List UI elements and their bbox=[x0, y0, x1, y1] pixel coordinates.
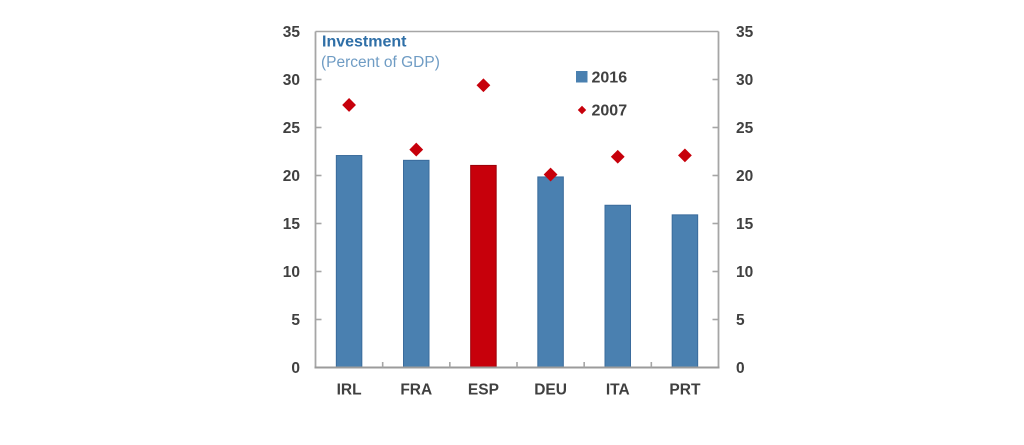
svg-text:10: 10 bbox=[736, 264, 753, 281]
svg-text:30: 30 bbox=[736, 72, 753, 89]
svg-text:35: 35 bbox=[283, 24, 301, 41]
svg-text:2007: 2007 bbox=[592, 103, 628, 120]
svg-text:30: 30 bbox=[283, 72, 300, 89]
svg-text:20: 20 bbox=[736, 168, 753, 185]
svg-text:5: 5 bbox=[291, 312, 300, 329]
svg-text:PRT: PRT bbox=[669, 382, 701, 399]
svg-text:IRL: IRL bbox=[337, 382, 362, 399]
svg-text:15: 15 bbox=[736, 216, 754, 233]
svg-text:25: 25 bbox=[736, 120, 754, 137]
svg-text:35: 35 bbox=[736, 24, 754, 41]
svg-text:ESP: ESP bbox=[468, 382, 499, 399]
svg-text:15: 15 bbox=[283, 216, 301, 233]
svg-text:(Percent of GDP): (Percent of GDP) bbox=[321, 54, 440, 71]
svg-text:0: 0 bbox=[291, 360, 300, 377]
svg-text:DEU: DEU bbox=[534, 382, 567, 399]
svg-text:ITA: ITA bbox=[606, 382, 630, 399]
svg-text:5: 5 bbox=[736, 312, 745, 329]
svg-text:2016: 2016 bbox=[592, 70, 628, 87]
svg-text:0: 0 bbox=[736, 360, 745, 377]
svg-text:FRA: FRA bbox=[400, 382, 432, 399]
svg-text:25: 25 bbox=[283, 120, 301, 137]
svg-text:20: 20 bbox=[283, 168, 300, 185]
svg-text:Investment: Investment bbox=[322, 34, 407, 51]
svg-text:10: 10 bbox=[283, 264, 300, 281]
